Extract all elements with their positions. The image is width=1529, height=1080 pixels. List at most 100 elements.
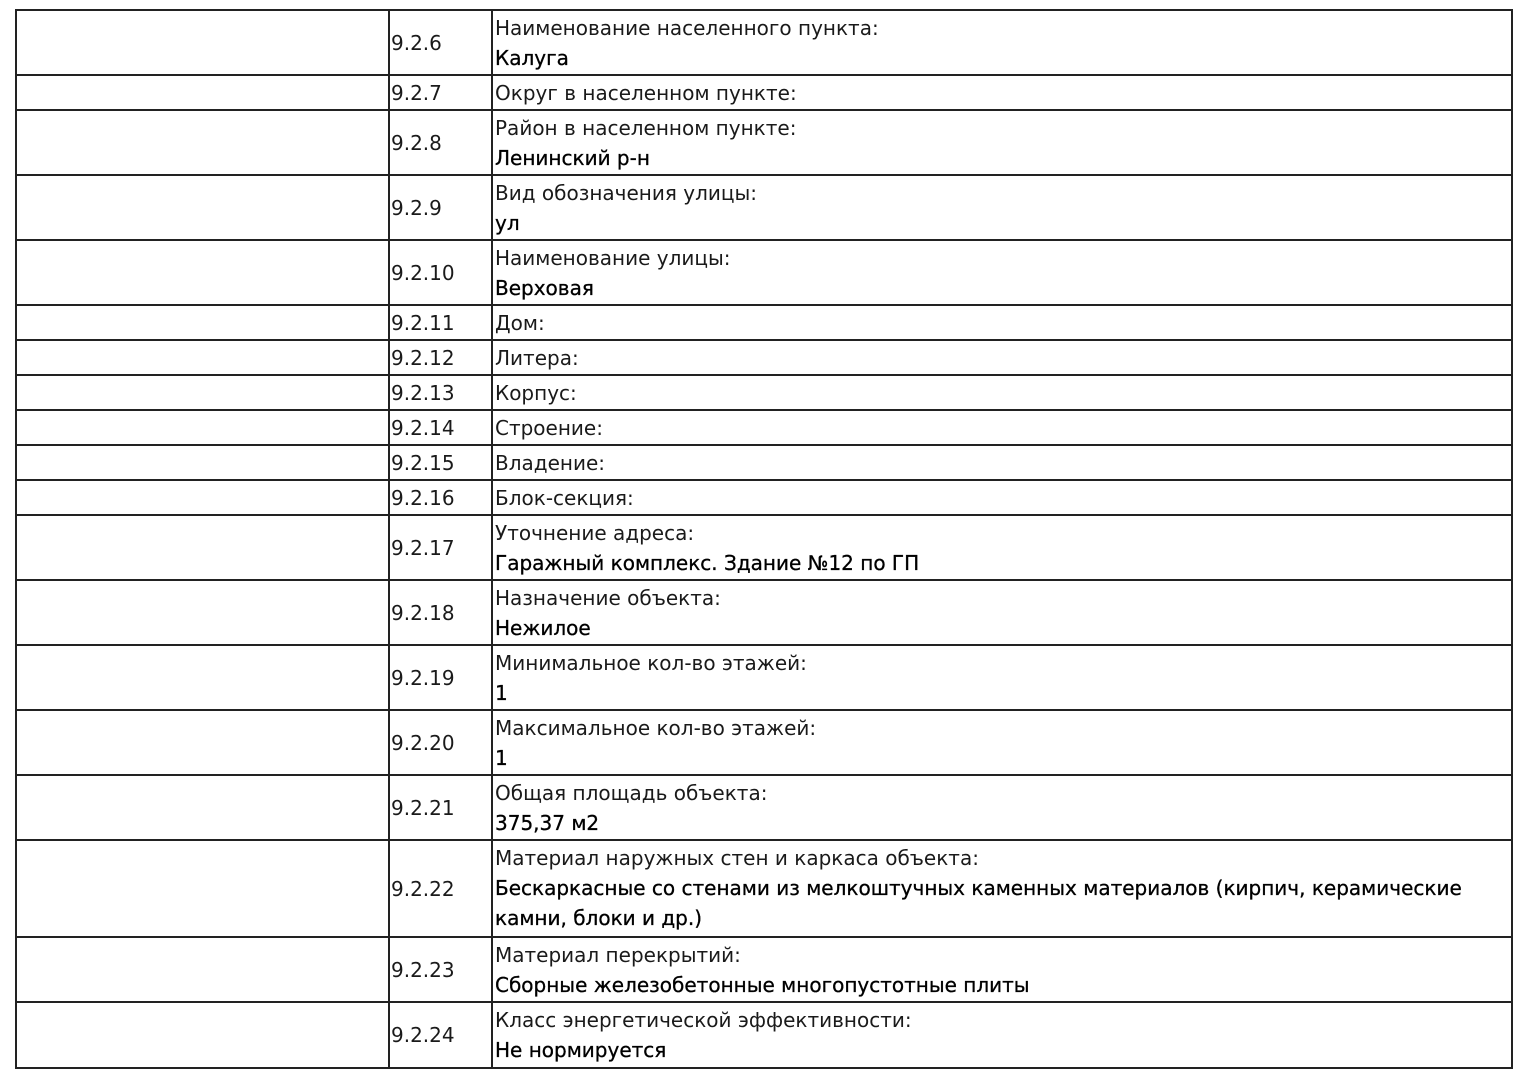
table-row: 9.2.21 Общая площадь объекта: 375,37 м2 bbox=[15, 774, 1513, 841]
table-row: 9.2.18 Назначение объекта: Нежилое bbox=[15, 579, 1513, 646]
item-value: Нежилое bbox=[495, 616, 591, 640]
item-label: Материал перекрытий: bbox=[495, 943, 741, 967]
item-label: Общая площадь объекта: bbox=[495, 781, 768, 805]
item-label: Округ в населенном пункте: bbox=[495, 81, 797, 105]
item-label: Корпус: bbox=[495, 381, 577, 405]
item-label: Уточнение адреса: bbox=[495, 521, 695, 545]
item-value: Бескаркасные со стенами из мелкоштучных … bbox=[495, 876, 1462, 930]
item-value: Гаражный комплекс. Здание №12 по ГП bbox=[495, 551, 920, 575]
item-content: Наименование улицы: Верховая bbox=[491, 239, 1513, 306]
item-number: 9.2.16 bbox=[388, 479, 493, 516]
table-row: 9.2.10 Наименование улицы: Верховая bbox=[15, 239, 1513, 306]
table-row: 9.2.23 Материал перекрытий: Сборные желе… bbox=[15, 936, 1513, 1003]
item-number: 9.2.15 bbox=[388, 444, 493, 481]
item-number: 9.2.11 bbox=[388, 304, 493, 341]
item-label: Блок-секция: bbox=[495, 486, 634, 510]
item-content: Округ в населенном пункте: bbox=[491, 74, 1513, 111]
item-content: Материал перекрытий: Сборные железобетон… bbox=[491, 936, 1513, 1003]
item-value: Калуга bbox=[495, 46, 569, 70]
item-content: Назначение объекта: Нежилое bbox=[491, 579, 1513, 646]
item-content: Строение: bbox=[491, 409, 1513, 446]
item-label: Класс энергетической эффективности: bbox=[495, 1008, 912, 1032]
item-number: 9.2.19 bbox=[388, 644, 493, 711]
item-number: 9.2.24 bbox=[388, 1001, 493, 1069]
item-number: 9.2.17 bbox=[388, 514, 493, 581]
empty-cell bbox=[15, 839, 390, 938]
table-row: 9.2.22 Материал наружных стен и каркаса … bbox=[15, 839, 1513, 938]
empty-cell bbox=[15, 514, 390, 581]
item-content: Корпус: bbox=[491, 374, 1513, 411]
item-number: 9.2.18 bbox=[388, 579, 493, 646]
table-row: 9.2.14 Строение: bbox=[15, 409, 1513, 446]
empty-cell bbox=[15, 774, 390, 841]
table-row: 9.2.15 Владение: bbox=[15, 444, 1513, 481]
table-row: 9.2.8 Район в населенном пункте: Ленинск… bbox=[15, 109, 1513, 176]
item-value: Верховая bbox=[495, 276, 594, 300]
table-row: 9.2.17 Уточнение адреса: Гаражный компле… bbox=[15, 514, 1513, 581]
item-label: Наименование улицы: bbox=[495, 246, 731, 270]
empty-cell bbox=[15, 374, 390, 411]
item-label: Строение: bbox=[495, 416, 603, 440]
item-label: Район в населенном пункте: bbox=[495, 116, 797, 140]
item-value: 375,37 м2 bbox=[495, 811, 600, 835]
table-row: 9.2.20 Максимальное кол-во этажей: 1 bbox=[15, 709, 1513, 776]
table-row: 9.2.19 Минимальное кол-во этажей: 1 bbox=[15, 644, 1513, 711]
item-number: 9.2.23 bbox=[388, 936, 493, 1003]
item-content: Общая площадь объекта: 375,37 м2 bbox=[491, 774, 1513, 841]
empty-cell bbox=[15, 444, 390, 481]
empty-cell bbox=[15, 339, 390, 376]
item-label: Владение: bbox=[495, 451, 606, 475]
item-content: Минимальное кол-во этажей: 1 bbox=[491, 644, 1513, 711]
item-number: 9.2.8 bbox=[388, 109, 493, 176]
item-content: Район в населенном пункте: Ленинский р-н bbox=[491, 109, 1513, 176]
item-content: Блок-секция: bbox=[491, 479, 1513, 516]
item-label: Литера: bbox=[495, 346, 579, 370]
empty-cell bbox=[15, 74, 390, 111]
empty-cell bbox=[15, 579, 390, 646]
item-label: Наименование населенного пункта: bbox=[495, 16, 879, 40]
item-number: 9.2.20 bbox=[388, 709, 493, 776]
item-content: Класс энергетической эффективности: Не н… bbox=[491, 1001, 1513, 1069]
item-value: Ленинский р-н bbox=[495, 146, 650, 170]
empty-cell bbox=[15, 9, 390, 76]
table-row: 9.2.7 Округ в населенном пункте: bbox=[15, 74, 1513, 111]
item-label: Вид обозначения улицы: bbox=[495, 181, 758, 205]
item-number: 9.2.9 bbox=[388, 174, 493, 241]
empty-cell bbox=[15, 239, 390, 306]
item-number: 9.2.7 bbox=[388, 74, 493, 111]
item-content: Наименование населенного пункта: Калуга bbox=[491, 9, 1513, 76]
item-number: 9.2.6 bbox=[388, 9, 493, 76]
item-content: Уточнение адреса: Гаражный комплекс. Зда… bbox=[491, 514, 1513, 581]
item-content: Вид обозначения улицы: ул bbox=[491, 174, 1513, 241]
item-content: Владение: bbox=[491, 444, 1513, 481]
item-label: Максимальное кол-во этажей: bbox=[495, 716, 817, 740]
item-content: Литера: bbox=[491, 339, 1513, 376]
item-value: 1 bbox=[495, 746, 508, 770]
item-number: 9.2.13 bbox=[388, 374, 493, 411]
item-value: Не нормируется bbox=[495, 1038, 667, 1062]
item-label: Минимальное кол-во этажей: bbox=[495, 651, 807, 675]
empty-cell bbox=[15, 409, 390, 446]
table-row: 9.2.9 Вид обозначения улицы: ул bbox=[15, 174, 1513, 241]
item-number: 9.2.10 bbox=[388, 239, 493, 306]
item-value: ул bbox=[495, 211, 520, 235]
table-row: 9.2.11 Дом: bbox=[15, 304, 1513, 341]
item-number: 9.2.14 bbox=[388, 409, 493, 446]
empty-cell bbox=[15, 936, 390, 1003]
item-label: Материал наружных стен и каркаса объекта… bbox=[495, 846, 979, 870]
table-row: 9.2.24 Класс энергетической эффективност… bbox=[15, 1001, 1513, 1069]
empty-cell bbox=[15, 644, 390, 711]
empty-cell bbox=[15, 174, 390, 241]
empty-cell bbox=[15, 479, 390, 516]
empty-cell bbox=[15, 709, 390, 776]
empty-cell bbox=[15, 304, 390, 341]
item-value: 1 bbox=[495, 681, 508, 705]
item-number: 9.2.21 bbox=[388, 774, 493, 841]
table-row: 9.2.6 Наименование населенного пункта: К… bbox=[15, 9, 1513, 76]
declaration-table: 9.2.6 Наименование населенного пункта: К… bbox=[15, 9, 1513, 1069]
empty-cell bbox=[15, 109, 390, 176]
item-label: Назначение объекта: bbox=[495, 586, 721, 610]
item-label: Дом: bbox=[495, 311, 545, 335]
item-content: Максимальное кол-во этажей: 1 bbox=[491, 709, 1513, 776]
empty-cell bbox=[15, 1001, 390, 1069]
